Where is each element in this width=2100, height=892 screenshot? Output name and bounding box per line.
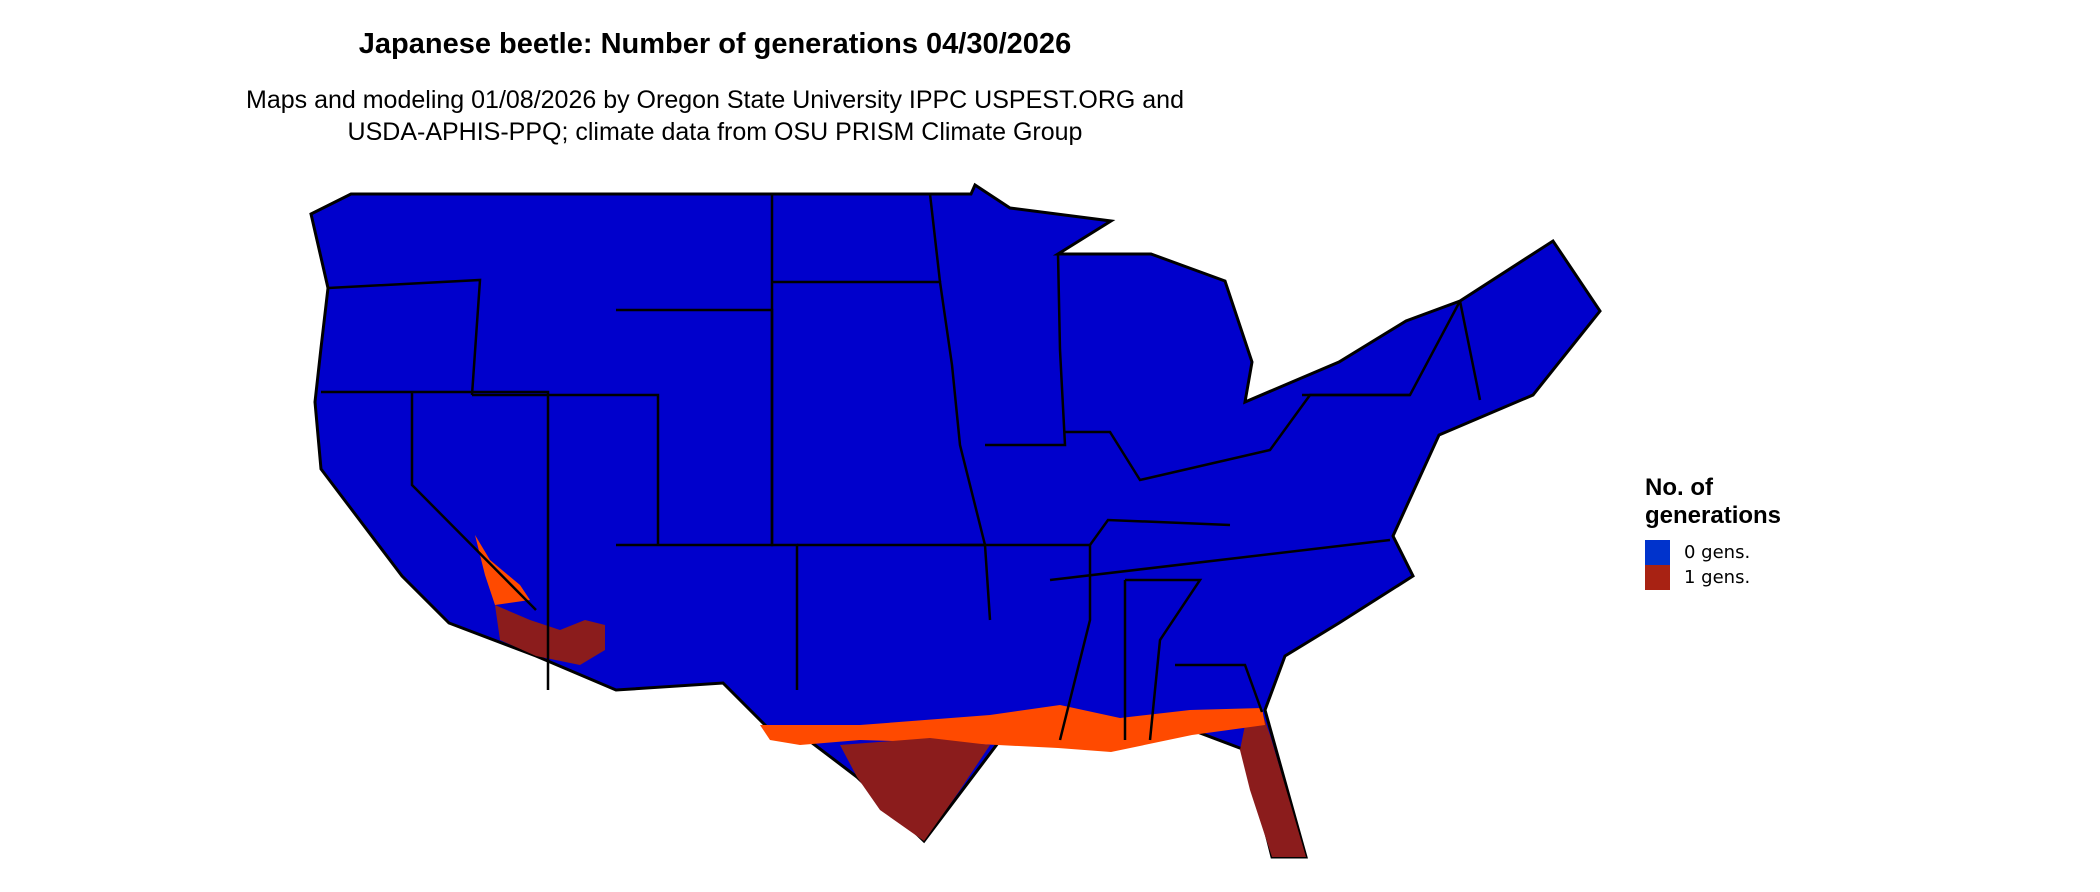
- legend-label: 1 gens.: [1684, 567, 1751, 588]
- legend-title-line: generations: [1645, 502, 1782, 529]
- legend: No. of generations 0 gens. 1 gens.: [1645, 474, 1781, 590]
- legend-swatch: [1645, 565, 1670, 590]
- legend-title-line: No. of: [1645, 474, 1713, 501]
- arizona-edge: [475, 535, 530, 605]
- gulf-coast-edge: [760, 705, 1265, 752]
- legend-label: 0 gens.: [1684, 542, 1751, 563]
- florida-one-gen: [1240, 712, 1306, 857]
- map-subtitle: Maps and modeling 01/08/2026 by Oregon S…: [0, 84, 1430, 148]
- legend-title: No. of generations: [1645, 474, 1781, 530]
- subtitle-line: Maps and modeling 01/08/2026 by Oregon S…: [246, 86, 1184, 114]
- legend-item-0-gens: 0 gens.: [1645, 540, 1781, 565]
- state-borders: [321, 193, 1482, 741]
- subtitle-line: USDA-APHIS-PPQ; climate data from OSU PR…: [347, 118, 1083, 146]
- texas-one-gen: [840, 738, 990, 841]
- conus-zero-gens-region: [309, 182, 1602, 859]
- one-gen-regions: [475, 535, 1306, 857]
- legend-item-1-gens: 1 gens.: [1645, 565, 1781, 590]
- map-title: Japanese beetle: Number of generations 0…: [358, 28, 1072, 60]
- legend-swatch: [1645, 540, 1670, 565]
- arizona-one-gen: [495, 605, 605, 665]
